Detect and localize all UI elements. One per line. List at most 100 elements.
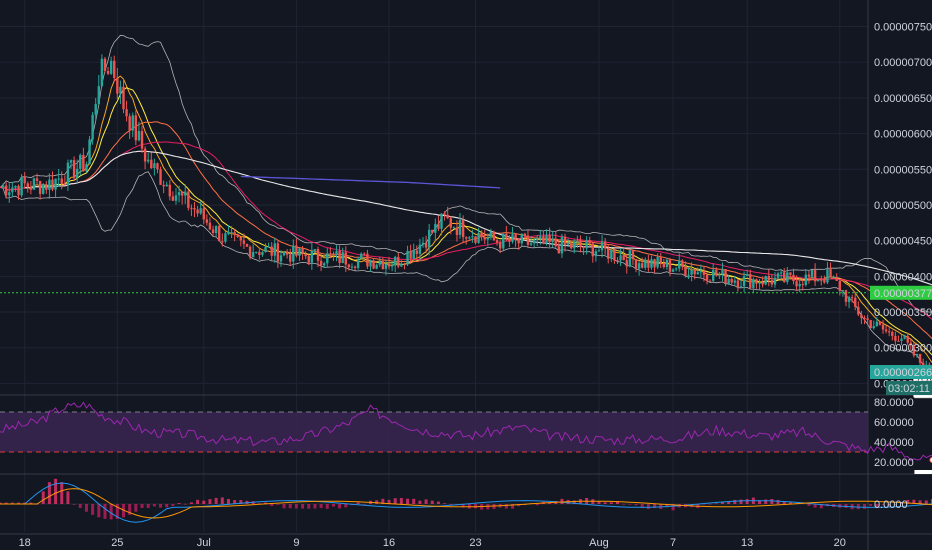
candle-up xyxy=(322,263,326,266)
macd-histogram-bar xyxy=(319,504,323,509)
candle-down xyxy=(755,279,758,284)
candle-down xyxy=(372,260,375,269)
candle-down xyxy=(591,243,594,257)
macd-histogram-bar xyxy=(881,504,885,505)
macd-histogram-bar xyxy=(47,482,51,504)
rsi-projection-start-handle[interactable] xyxy=(929,457,932,463)
candle-up xyxy=(79,154,82,169)
candle-down xyxy=(205,219,209,223)
candle-down xyxy=(514,234,517,239)
macd-histogram-bar xyxy=(412,498,416,504)
candle-down xyxy=(795,281,798,287)
time-tick-label: 13 xyxy=(741,537,753,549)
macd-histogram-bar xyxy=(214,497,218,504)
candle-up xyxy=(804,274,808,285)
candle-down xyxy=(505,233,508,239)
candle-down xyxy=(347,264,351,268)
candle-down xyxy=(270,246,273,256)
level-price-text: 0.00000377 xyxy=(874,288,932,300)
macd-histogram-bar xyxy=(78,504,82,508)
macd-histogram-bar xyxy=(208,499,212,504)
macd-histogram-bar xyxy=(17,502,21,504)
candle-up xyxy=(85,164,88,172)
candle-up xyxy=(227,232,230,234)
macd-histogram-bar xyxy=(325,504,329,509)
candle-down xyxy=(554,238,557,247)
macd-histogram-bar xyxy=(122,504,125,518)
candle-up xyxy=(255,251,258,253)
candle-down xyxy=(693,269,696,275)
candle-up xyxy=(42,184,45,194)
rsi-tick-label: 40.0000 xyxy=(874,437,914,449)
candle-up xyxy=(520,233,523,244)
macd-histogram-bar xyxy=(362,504,366,505)
candle-up xyxy=(477,232,480,243)
macd-histogram-bar xyxy=(239,500,243,504)
candle-up xyxy=(313,249,317,251)
candle-down xyxy=(285,251,289,255)
candle-down xyxy=(353,266,357,268)
candle-down xyxy=(884,329,888,332)
candle-up xyxy=(14,185,17,188)
macd-histogram-bar xyxy=(535,504,539,506)
candle-down xyxy=(45,184,48,190)
price-tick-label: 0.00000600 xyxy=(874,129,932,141)
candle-down xyxy=(569,243,573,249)
candle-down xyxy=(301,248,304,254)
candle-down xyxy=(140,131,144,149)
macd-histogram-bar xyxy=(41,491,45,504)
candle-down xyxy=(449,218,452,228)
candle-down xyxy=(906,335,909,343)
candle-down xyxy=(770,280,774,285)
candle-down xyxy=(508,238,511,242)
candle-down xyxy=(156,163,159,170)
candle-up xyxy=(900,338,903,342)
candle-up xyxy=(184,191,187,196)
candle-up xyxy=(94,104,97,115)
candle-down xyxy=(813,269,817,282)
candle-up xyxy=(48,179,51,190)
candle-up xyxy=(752,279,755,288)
candle-down xyxy=(193,208,196,210)
candle-up xyxy=(644,259,647,268)
candle-down xyxy=(307,256,310,263)
candle-down xyxy=(128,116,131,131)
macd-histogram-bar xyxy=(171,504,175,506)
macd-histogram-bar xyxy=(301,504,305,509)
candle-up xyxy=(20,177,23,196)
macd-histogram-bar xyxy=(640,504,644,508)
candle-down xyxy=(542,236,545,244)
macd-histogram-bar xyxy=(387,499,391,504)
candle-down xyxy=(168,184,172,197)
candle-up xyxy=(384,264,388,270)
candle-down xyxy=(526,235,530,245)
candle-down xyxy=(789,272,792,275)
level-price-tag xyxy=(870,285,932,300)
candle-up xyxy=(440,213,443,229)
candle-up xyxy=(551,238,554,243)
candle-down xyxy=(63,183,67,186)
macd-histogram-bar xyxy=(646,504,650,510)
rsi-range-marker xyxy=(914,470,932,474)
macd-histogram-bar xyxy=(745,499,749,504)
candle-up xyxy=(690,269,693,275)
macd-histogram-bar xyxy=(146,504,150,508)
candle-down xyxy=(607,248,610,259)
price-tick-label: 0.00000700 xyxy=(874,57,932,69)
candle-down xyxy=(221,241,224,243)
candle-down xyxy=(888,331,891,333)
candle-down xyxy=(480,232,483,238)
candle-up xyxy=(576,241,579,243)
candle-down xyxy=(705,274,709,281)
candle-up xyxy=(532,239,536,244)
candle-up xyxy=(418,244,422,254)
candle-up xyxy=(536,238,539,240)
macd-histogram-bar xyxy=(461,504,465,508)
candle-down xyxy=(106,70,110,74)
candle-down xyxy=(218,226,221,242)
macd-histogram-bar xyxy=(140,504,144,508)
candle-up xyxy=(406,250,409,265)
candle-down xyxy=(465,237,468,239)
candle-down xyxy=(51,179,54,190)
